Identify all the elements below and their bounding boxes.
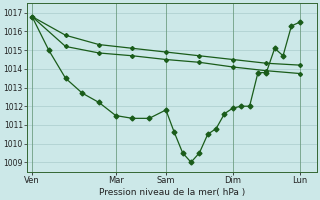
X-axis label: Pression niveau de la mer( hPa ): Pression niveau de la mer( hPa ) <box>99 188 245 197</box>
